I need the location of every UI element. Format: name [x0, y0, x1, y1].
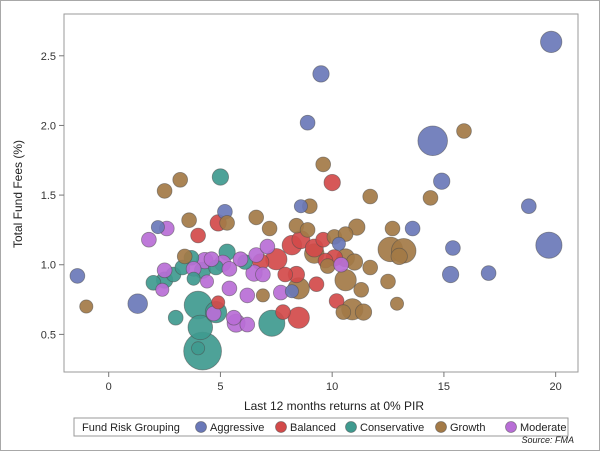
legend-label-aggressive: Aggressive	[210, 422, 264, 434]
bubble-aggressive	[284, 284, 299, 299]
bubble-growth	[255, 288, 270, 303]
bubble-moderate	[259, 238, 276, 255]
legend-swatch-aggressive	[195, 421, 207, 433]
bubble-growth	[181, 212, 197, 229]
bubble-moderate	[199, 274, 214, 289]
bubble-moderate	[221, 261, 238, 277]
bubble-growth	[353, 281, 370, 298]
bubble-moderate	[333, 256, 349, 273]
legend-swatch-balanced	[275, 421, 287, 433]
legend-label-conservative: Conservative	[360, 422, 424, 434]
bubble-balanced	[211, 295, 226, 310]
bubble-conservative	[211, 168, 229, 186]
bubble-aggressive	[331, 236, 346, 251]
bubble-growth	[334, 268, 357, 292]
bubble-moderate	[248, 247, 265, 263]
bubble-growth	[384, 220, 401, 237]
y-tick-label: 1.5	[41, 190, 56, 202]
source-note: Source: FMA	[521, 435, 574, 445]
bubble-growth	[248, 209, 265, 226]
bubble-aggressive	[417, 125, 448, 157]
bubble-growth	[345, 253, 364, 271]
x-tick-label: 15	[438, 381, 450, 393]
bubble-aggressive	[480, 265, 497, 281]
y-tick-label: 0.5	[41, 329, 56, 341]
bubble-balanced	[287, 306, 310, 329]
bubble-growth	[79, 299, 94, 314]
legend-label-moderate: Moderate	[520, 422, 566, 434]
bubble-growth	[456, 123, 472, 139]
bubble-growth	[390, 247, 408, 265]
bubble-aggressive	[150, 220, 165, 235]
y-tick-label: 1.0	[41, 260, 56, 272]
x-axis-title: Last 12 months returns at 0% PIR	[244, 399, 424, 413]
bubble-growth	[422, 190, 439, 206]
bubble-moderate	[141, 231, 157, 248]
bubble-conservative	[186, 271, 201, 286]
bubble-moderate	[255, 266, 271, 283]
bubble-aggressive	[445, 240, 461, 256]
axes: 0 5 10 15 20 0.5 1.0 1.5 2.0 2.5	[41, 51, 562, 393]
bubble-growth	[354, 303, 373, 321]
legend: Fund Risk Grouping Aggressive Balanced Cons…	[73, 417, 569, 437]
bubble-aggressive	[299, 114, 316, 131]
bubble-moderate	[239, 287, 256, 304]
bubble-aggressive	[433, 172, 451, 190]
bubble-conservative	[187, 314, 214, 341]
bubble-growth	[176, 248, 193, 265]
bubble-aggressive	[293, 199, 308, 214]
bubble-growth	[261, 220, 278, 237]
bubble-aggressive	[69, 268, 86, 284]
bubble-growth	[219, 215, 235, 231]
bubble-aggressive	[535, 231, 563, 259]
bubble-conservative	[167, 309, 184, 326]
bubble-moderate	[239, 316, 256, 333]
bubble-balanced	[323, 174, 341, 192]
bubble-conservative	[191, 341, 206, 356]
legend-swatch-moderate	[505, 421, 517, 433]
bubble-moderate	[226, 309, 242, 326]
bubble-aggressive	[312, 65, 330, 83]
legend-swatch-conservative	[345, 421, 357, 433]
legend-label-balanced: Balanced	[290, 422, 336, 434]
bubble-moderate	[155, 282, 170, 297]
bubble-moderate	[156, 262, 173, 279]
bubble-aggressive	[441, 265, 460, 284]
bubble-growth	[380, 273, 396, 290]
x-tick-label: 0	[106, 381, 112, 393]
y-tick-label: 2.0	[41, 120, 56, 132]
legend-label-growth: Growth	[450, 422, 485, 434]
bubble-moderate	[232, 251, 249, 268]
bubble-balanced	[190, 227, 206, 244]
y-axis-title: Total Fund Fees (%)	[11, 140, 25, 248]
bubble-growth	[389, 296, 404, 311]
bubble-balanced	[275, 304, 291, 320]
bubble-growth	[156, 183, 173, 199]
x-tick-label: 10	[326, 381, 338, 393]
y-tick-label: 2.5	[41, 51, 56, 63]
bubble-moderate	[221, 280, 238, 297]
bubble-aggressive	[540, 30, 563, 54]
bubble-growth	[335, 304, 352, 320]
bubble-layer	[69, 30, 563, 371]
bubble-growth	[299, 222, 316, 238]
bubble-balanced	[308, 276, 325, 293]
bubble-balanced	[277, 266, 294, 283]
bubble-aggressive	[127, 293, 148, 314]
bubble-growth	[315, 156, 332, 173]
legend-title: Fund Risk Grouping	[82, 422, 180, 434]
x-tick-label: 5	[217, 381, 223, 393]
bubble-aggressive	[520, 198, 537, 215]
bubble-growth	[362, 259, 379, 276]
bubble-growth	[319, 258, 336, 274]
bubble-aggressive	[404, 220, 421, 237]
bubble-growth	[362, 188, 379, 205]
bubble-growth	[172, 172, 189, 188]
x-tick-label: 20	[550, 381, 562, 393]
bubble-moderate	[203, 251, 220, 268]
legend-swatch-growth	[435, 421, 447, 433]
